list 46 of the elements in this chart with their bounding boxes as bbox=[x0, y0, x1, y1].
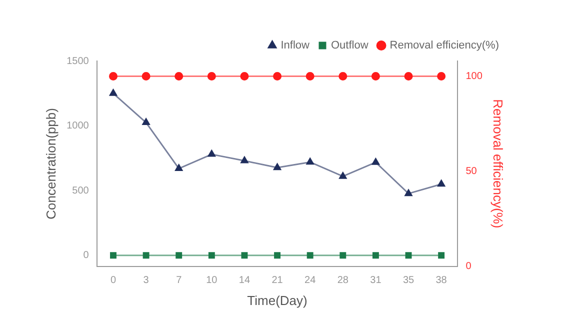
point bbox=[110, 252, 116, 259]
x-tick-label: 35 bbox=[402, 275, 415, 286]
y-axis-title: Concentration(ppb) bbox=[43, 108, 58, 220]
point bbox=[306, 158, 314, 165]
point bbox=[372, 158, 380, 165]
y-tick-label: 500 bbox=[72, 185, 90, 196]
x-tick-label: 24 bbox=[304, 275, 316, 286]
y2-tick-label: 100 bbox=[466, 70, 483, 82]
x-tick-label: 3 bbox=[143, 275, 150, 286]
x-tick-label: 10 bbox=[206, 275, 218, 286]
point bbox=[339, 172, 347, 179]
y2-axis-title: Removal efficiency(%) bbox=[490, 99, 506, 228]
x-tick-label: 21 bbox=[272, 275, 284, 286]
point bbox=[306, 252, 314, 259]
point bbox=[175, 164, 183, 172]
point bbox=[438, 180, 446, 187]
x-tick-label: 0 bbox=[110, 275, 116, 286]
x-tick-label: 14 bbox=[238, 275, 250, 286]
point bbox=[274, 163, 282, 170]
y-tick-label: 0 bbox=[83, 250, 90, 262]
point bbox=[241, 252, 248, 259]
y2-tick-label: 0 bbox=[466, 261, 472, 272]
legend-label: Outflow bbox=[330, 40, 368, 52]
point bbox=[240, 156, 248, 164]
point bbox=[372, 252, 379, 259]
x-tick-label: 31 bbox=[370, 275, 382, 286]
point bbox=[142, 252, 150, 259]
x-tick-label: 7 bbox=[176, 275, 182, 286]
point bbox=[274, 252, 281, 259]
point bbox=[208, 150, 216, 157]
point bbox=[142, 118, 150, 126]
legend-label: Removal efficiency(%) bbox=[390, 40, 500, 52]
point bbox=[340, 252, 346, 259]
legend-label: Inflow bbox=[280, 40, 310, 52]
x-tick-label: 28 bbox=[337, 275, 349, 286]
y2-tick-label: 50 bbox=[466, 166, 478, 178]
point bbox=[405, 252, 412, 259]
point bbox=[208, 252, 215, 259]
point bbox=[438, 252, 445, 259]
point bbox=[404, 189, 412, 196]
point bbox=[176, 252, 182, 259]
y-tick-label: 1500 bbox=[66, 56, 90, 67]
point bbox=[109, 89, 118, 96]
x-tick-label: 38 bbox=[436, 275, 448, 286]
y-tick-label: 1000 bbox=[66, 120, 90, 132]
x-axis-title: Time(Day) bbox=[247, 292, 308, 308]
